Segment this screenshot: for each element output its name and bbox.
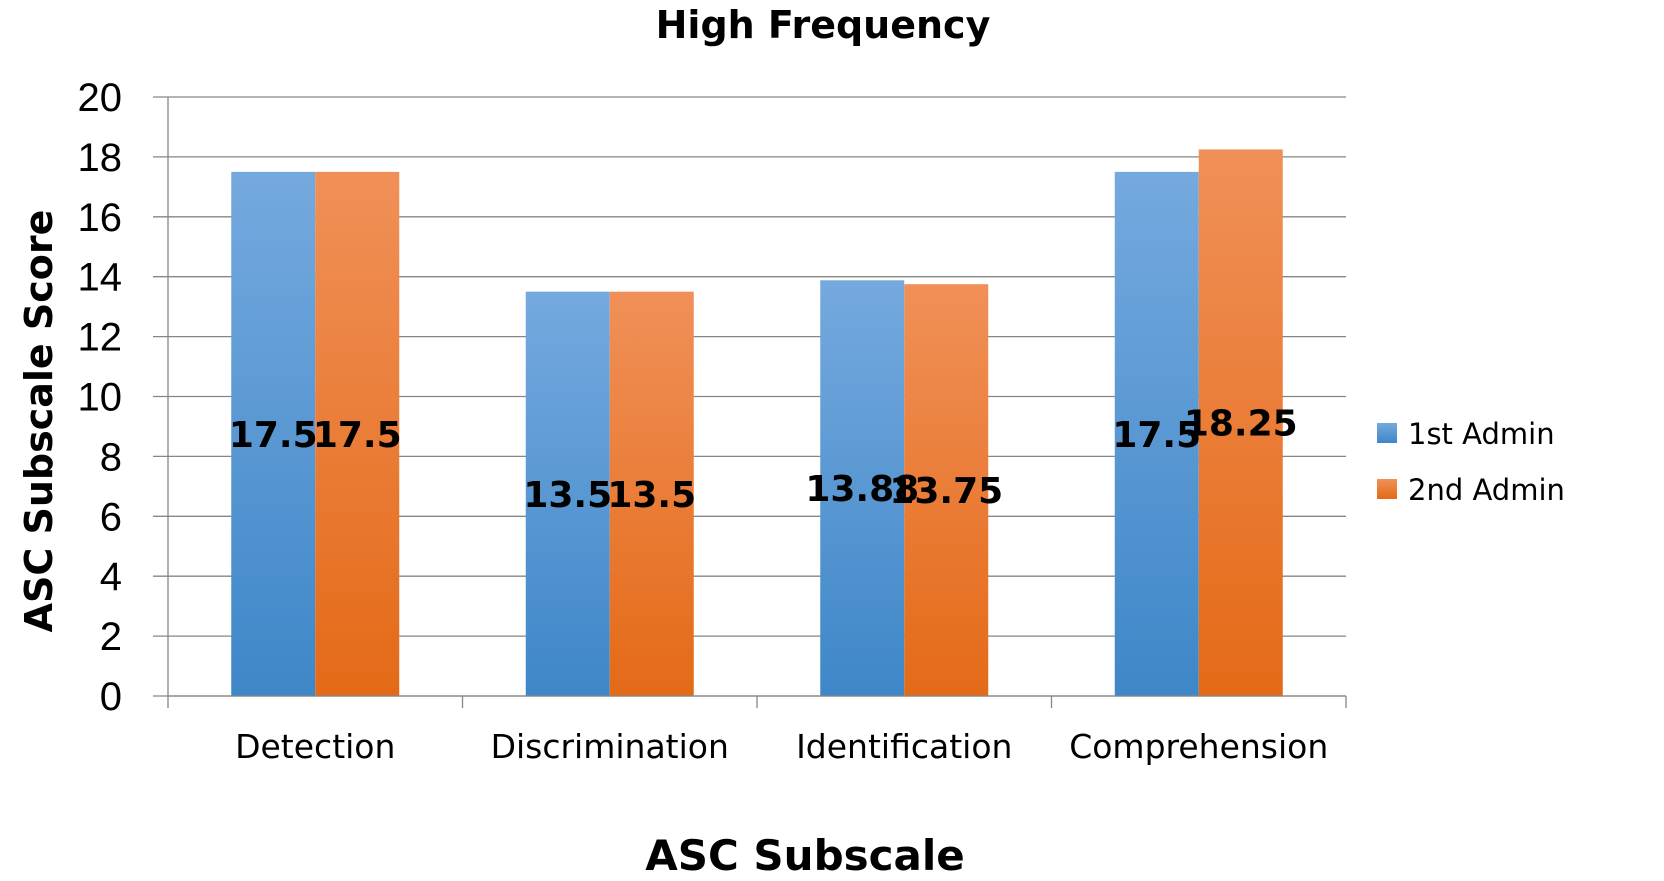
legend-label: 1st Admin xyxy=(1408,417,1555,451)
bar xyxy=(315,171,400,696)
x-axis: Detection Discrimination Identification Com… xyxy=(167,695,1347,766)
data-label: 18.25 xyxy=(1184,404,1298,445)
data-label: 13.75 xyxy=(889,471,1003,512)
y-axis-title: ASC Subscale Score xyxy=(17,210,61,633)
y-tick-label: 14 xyxy=(78,256,123,300)
y-tick-label: 18 xyxy=(78,136,123,180)
data-label: 13.88 xyxy=(805,469,919,510)
y-tick-label: 12 xyxy=(78,316,123,360)
x-axis-title: ASC Subscale xyxy=(645,831,965,880)
y-tick-label: 10 xyxy=(78,376,123,420)
y-tick-label: 8 xyxy=(100,435,122,479)
chart-title: High Frequency xyxy=(656,3,991,47)
y-tick-label: 0 xyxy=(100,675,122,719)
bar xyxy=(1114,171,1199,696)
bar xyxy=(904,284,989,696)
data-label: 17.5 xyxy=(313,415,402,456)
legend-label: 2nd Admin xyxy=(1408,473,1565,507)
legend: 1st Admin 2nd Admin xyxy=(1377,417,1565,507)
x-tick-label: Discrimination xyxy=(491,727,729,766)
y-axis-ticks: 0 2 4 6 8 10 12 14 16 18 20 xyxy=(78,76,123,719)
bar xyxy=(1198,149,1283,697)
bar xyxy=(609,291,694,696)
bars xyxy=(231,149,1283,697)
y-tick-label: 20 xyxy=(78,76,123,120)
data-label: 13.5 xyxy=(523,475,612,516)
bar xyxy=(820,280,905,696)
x-tick-label: Identification xyxy=(796,727,1012,766)
x-tick-label: Detection xyxy=(235,727,395,766)
y-tick-label: 2 xyxy=(100,615,122,659)
bar xyxy=(525,291,610,696)
legend-swatch xyxy=(1377,479,1397,499)
data-label: 17.5 xyxy=(1112,415,1201,456)
y-tick-label: 6 xyxy=(100,495,122,539)
y-tick-label: 16 xyxy=(78,196,123,240)
data-label: 13.5 xyxy=(607,475,696,516)
bar xyxy=(231,171,316,696)
data-label: 17.5 xyxy=(229,415,318,456)
x-tick-label: Comprehension xyxy=(1069,727,1328,766)
legend-swatch xyxy=(1377,423,1397,443)
y-tick-label: 4 xyxy=(100,555,122,599)
